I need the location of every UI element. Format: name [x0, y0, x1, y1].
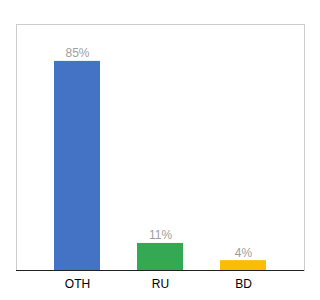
svg-text:BD: BD	[235, 277, 252, 291]
svg-text:85%: 85%	[65, 46, 89, 60]
svg-text:4%: 4%	[235, 246, 253, 260]
svg-text:RU: RU	[152, 277, 169, 291]
svg-text:OTH: OTH	[65, 277, 90, 291]
svg-text:11%: 11%	[149, 228, 172, 242]
